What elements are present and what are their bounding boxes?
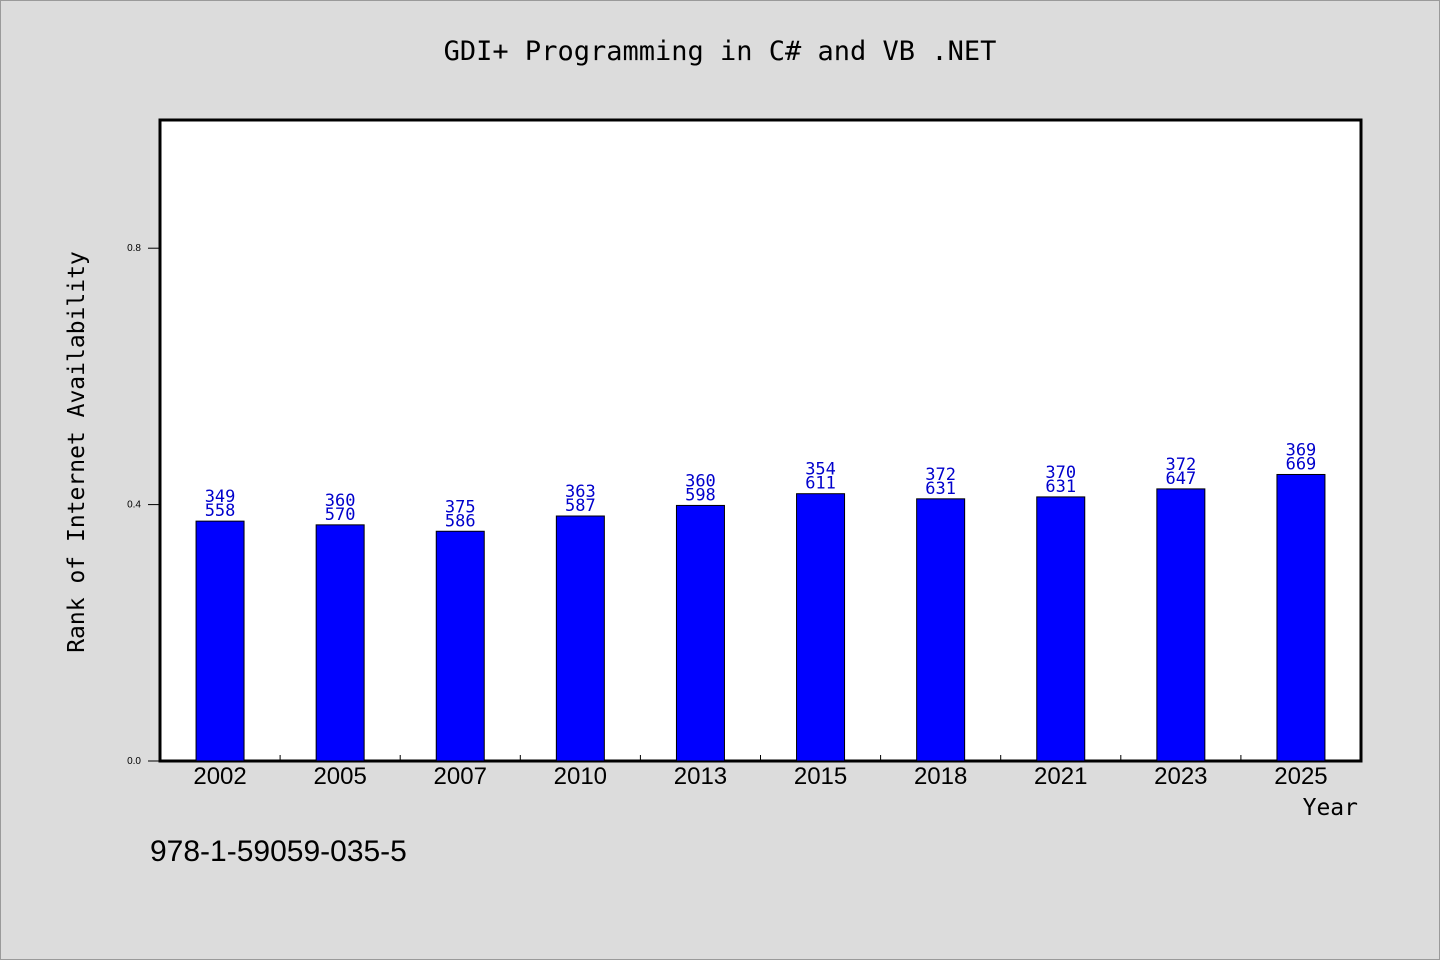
bar-label-top: 372 <box>925 465 956 485</box>
bar <box>796 493 846 762</box>
bar-label-top: 354 <box>805 460 836 480</box>
bar-label-top: 372 <box>1165 455 1196 475</box>
bar-label-top: 349 <box>205 487 236 507</box>
bar-label-bottom: 570 <box>325 505 356 525</box>
x-tick-label: 2023 <box>1154 763 1207 790</box>
y-tick-label: 0.8 <box>127 243 141 254</box>
x-tick-label: 2002 <box>193 763 246 790</box>
bar <box>675 504 725 762</box>
x-tick-label: 2007 <box>434 763 487 790</box>
bar <box>195 520 245 762</box>
y-axis: 0.0 0.4 0.8 <box>127 243 160 767</box>
bar-label-bottom: 586 <box>445 511 476 531</box>
bar-label-bottom: 631 <box>925 479 956 499</box>
bar-label-top: 363 <box>565 482 596 502</box>
bar <box>1156 488 1206 762</box>
x-tick-label: 2013 <box>674 763 727 790</box>
bar <box>555 515 605 762</box>
bar <box>1036 496 1086 762</box>
y-tick-label: 0.4 <box>127 500 141 511</box>
bar <box>916 498 966 762</box>
isbn-caption: 978-1-59059-035-5 <box>150 835 407 868</box>
x-tick-label: 2021 <box>1034 763 1087 790</box>
bar-label-bottom: 611 <box>805 474 836 494</box>
bar-series <box>195 473 1326 762</box>
bar-label-bottom: 631 <box>1045 477 1076 497</box>
y-tick-label: 0.0 <box>127 756 141 767</box>
bar <box>435 530 485 762</box>
x-axis: 2002 2005 2007 2010 2013 2015 2018 2021 2023 2025 <box>193 755 1328 790</box>
bar-label-top: 370 <box>1045 463 1076 483</box>
bar-label-bottom: 669 <box>1286 454 1317 474</box>
bar-label-bottom: 558 <box>205 501 236 521</box>
x-tick-label: 2005 <box>313 763 366 790</box>
x-tick-label: 2010 <box>554 763 607 790</box>
bar-label-top: 360 <box>685 471 716 491</box>
bar-label-bottom: 598 <box>685 485 716 505</box>
bar-label-top: 375 <box>445 497 476 517</box>
x-tick-label: 2015 <box>794 763 847 790</box>
x-axis-label: Year <box>1302 795 1358 821</box>
bar-label-top: 360 <box>325 491 356 511</box>
bar <box>1276 473 1326 762</box>
x-tick-label: 2025 <box>1274 763 1327 790</box>
bar-label-bottom: 587 <box>565 496 596 516</box>
chart-title: GDI+ Programming in C# and VB .NET <box>443 36 997 67</box>
x-tick-label: 2018 <box>914 763 967 790</box>
bar-label-bottom: 647 <box>1165 469 1196 489</box>
bar <box>315 524 365 762</box>
bar-label-top: 369 <box>1286 440 1317 460</box>
y-axis-label: Rank of Internet Availability <box>64 251 90 653</box>
